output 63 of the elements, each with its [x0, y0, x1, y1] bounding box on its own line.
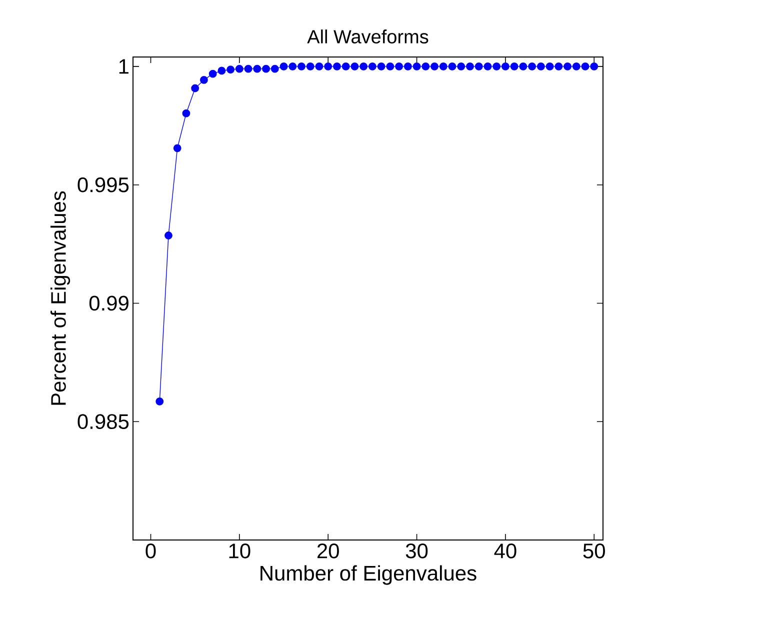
point [164, 232, 172, 240]
point [554, 62, 563, 70]
point [519, 62, 528, 70]
y-tick-label: 0.99 [89, 296, 128, 311]
point [360, 62, 368, 70]
point [377, 62, 386, 70]
point [484, 62, 492, 70]
point [430, 62, 438, 70]
point [235, 64, 244, 73]
point [218, 66, 226, 75]
point [386, 62, 394, 70]
x-tick-label: 20 [317, 544, 339, 558]
point [439, 62, 448, 70]
x-axis-title: Number of Eigenvalues [260, 565, 476, 585]
point [474, 62, 483, 70]
point [536, 62, 545, 70]
point [226, 66, 234, 74]
point [404, 62, 412, 70]
point [280, 62, 288, 70]
point [492, 62, 501, 70]
x-tick-label: 10 [229, 544, 250, 558]
point [156, 398, 164, 406]
y-tick-label: 0.985 [78, 414, 129, 430]
point [350, 62, 359, 70]
point [528, 62, 536, 70]
point [501, 62, 510, 70]
point [448, 62, 456, 70]
point [244, 64, 252, 73]
point [590, 62, 598, 70]
point [288, 62, 297, 70]
point [466, 62, 474, 70]
x-tick-label: 50 [583, 544, 605, 558]
y-tick-label: 0.995 [78, 177, 129, 192]
point [572, 62, 580, 70]
point [315, 62, 324, 70]
point [412, 62, 421, 70]
point [333, 62, 341, 70]
point [368, 62, 376, 70]
y-tick-label: 1 [119, 59, 128, 74]
x-tick-label: 0 [146, 544, 156, 558]
point [306, 62, 314, 70]
point [298, 62, 306, 70]
point [510, 62, 518, 70]
point [581, 62, 590, 70]
point [395, 62, 403, 70]
chart-title: All Waveforms [307, 30, 428, 44]
point [262, 64, 270, 73]
point [342, 62, 350, 70]
point [564, 62, 572, 70]
point [546, 62, 554, 70]
x-tick-label: 30 [406, 544, 428, 558]
point [324, 62, 332, 70]
point [422, 62, 430, 70]
point [253, 64, 262, 73]
point [208, 70, 217, 78]
point [270, 64, 279, 73]
point [200, 76, 208, 84]
y-axis-title: Percent of Eigenvalues [50, 191, 70, 405]
point [457, 62, 466, 70]
x-tick-label: 40 [494, 544, 516, 558]
point [182, 109, 190, 118]
point [173, 144, 182, 152]
point [191, 84, 200, 92]
